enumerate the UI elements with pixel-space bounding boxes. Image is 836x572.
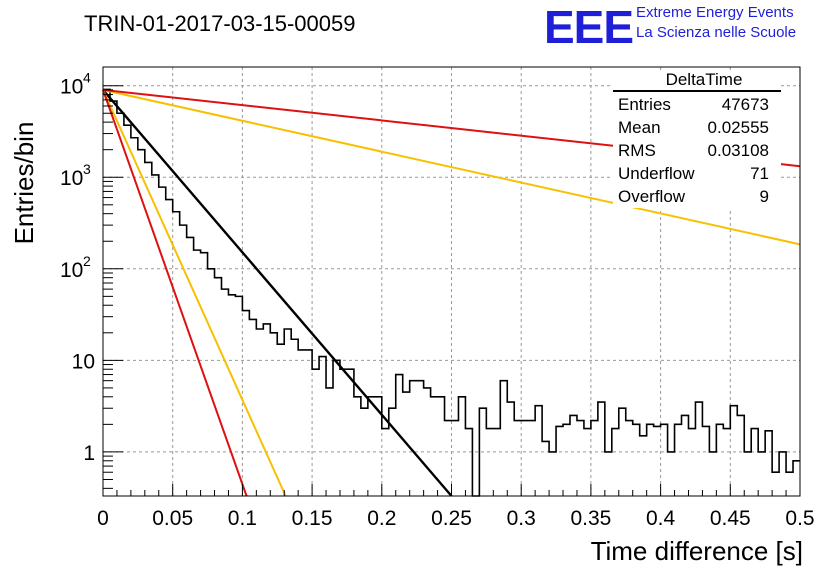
- stats-value: 0.03108: [707, 141, 769, 160]
- stats-value: 9: [759, 187, 769, 206]
- x-tick-label: 0.1: [228, 507, 257, 530]
- y-tick-label: 10: [60, 259, 83, 282]
- stats-value: 71: [750, 164, 769, 183]
- stats-label: Entries: [618, 95, 671, 114]
- y-tick-label: 10: [60, 167, 83, 190]
- fit-line: [102, 89, 287, 497]
- fit-line: [102, 88, 801, 246]
- x-tick-label: 0.2: [367, 507, 396, 530]
- stats-label: RMS: [618, 141, 656, 160]
- stats-row-mean: Mean 0.02555: [613, 116, 781, 139]
- eee-logo: EEE: [544, 1, 634, 53]
- chart-title: TRIN-01-2017-03-15-00059: [84, 11, 356, 36]
- logo-line-2: La Scienza nelle Scuole: [636, 24, 797, 41]
- y-tick-label: 1: [83, 442, 95, 465]
- x-tick-label: 0: [97, 507, 109, 530]
- fit-line: [102, 89, 248, 497]
- stats-row-overflow: Overflow 9: [613, 185, 781, 208]
- stats-title: DeltaTime: [665, 70, 743, 89]
- stats-value: 47673: [721, 95, 769, 114]
- stats-label: Mean: [618, 118, 661, 137]
- x-tick-label: 0.4: [646, 507, 676, 530]
- x-axis-label: Time difference [s]: [591, 536, 803, 566]
- stats-title-underline: [613, 90, 781, 92]
- y-tick-exponent: 4: [83, 70, 91, 86]
- fit-line: [102, 89, 453, 497]
- stats-box: DeltaTime Entries 47673 Mean 0.02555 RMS…: [613, 70, 781, 208]
- y-tick-label: 10: [72, 350, 95, 373]
- x-tick-label: 0.35: [570, 507, 611, 530]
- y-tick-label: 10: [60, 76, 83, 99]
- stats-row-underflow: Underflow 71: [613, 162, 781, 185]
- y-tick-exponent: 2: [83, 253, 91, 269]
- stats-row-entries: Entries 47673: [613, 93, 781, 116]
- stats-label: Overflow: [618, 187, 686, 206]
- x-tick-label: 0.45: [710, 507, 751, 530]
- logo-line-1: Extreme Energy Events: [636, 4, 794, 21]
- histogram-line: [103, 88, 800, 497]
- stats-value: 0.02555: [707, 118, 769, 137]
- axis-layer: 0 0.05 0.1 0.15 0.2 0.25 0.3 0.35 0.4 0.45 0.5 1 10 1…: [60, 70, 815, 530]
- x-tick-label: 0.05: [152, 507, 193, 530]
- stats-label: Underflow: [618, 164, 695, 183]
- stats-row-rms: RMS 0.03108: [613, 139, 781, 162]
- y-tick-exponent: 3: [83, 161, 91, 177]
- x-tick-label: 0.5: [785, 507, 814, 530]
- grid-layer: [103, 67, 800, 496]
- x-tick-label: 0.15: [292, 507, 333, 530]
- x-tick-label: 0.25: [431, 507, 472, 530]
- y-axis-label: Entries/bin: [9, 122, 39, 245]
- x-tick-label: 0.3: [507, 507, 536, 530]
